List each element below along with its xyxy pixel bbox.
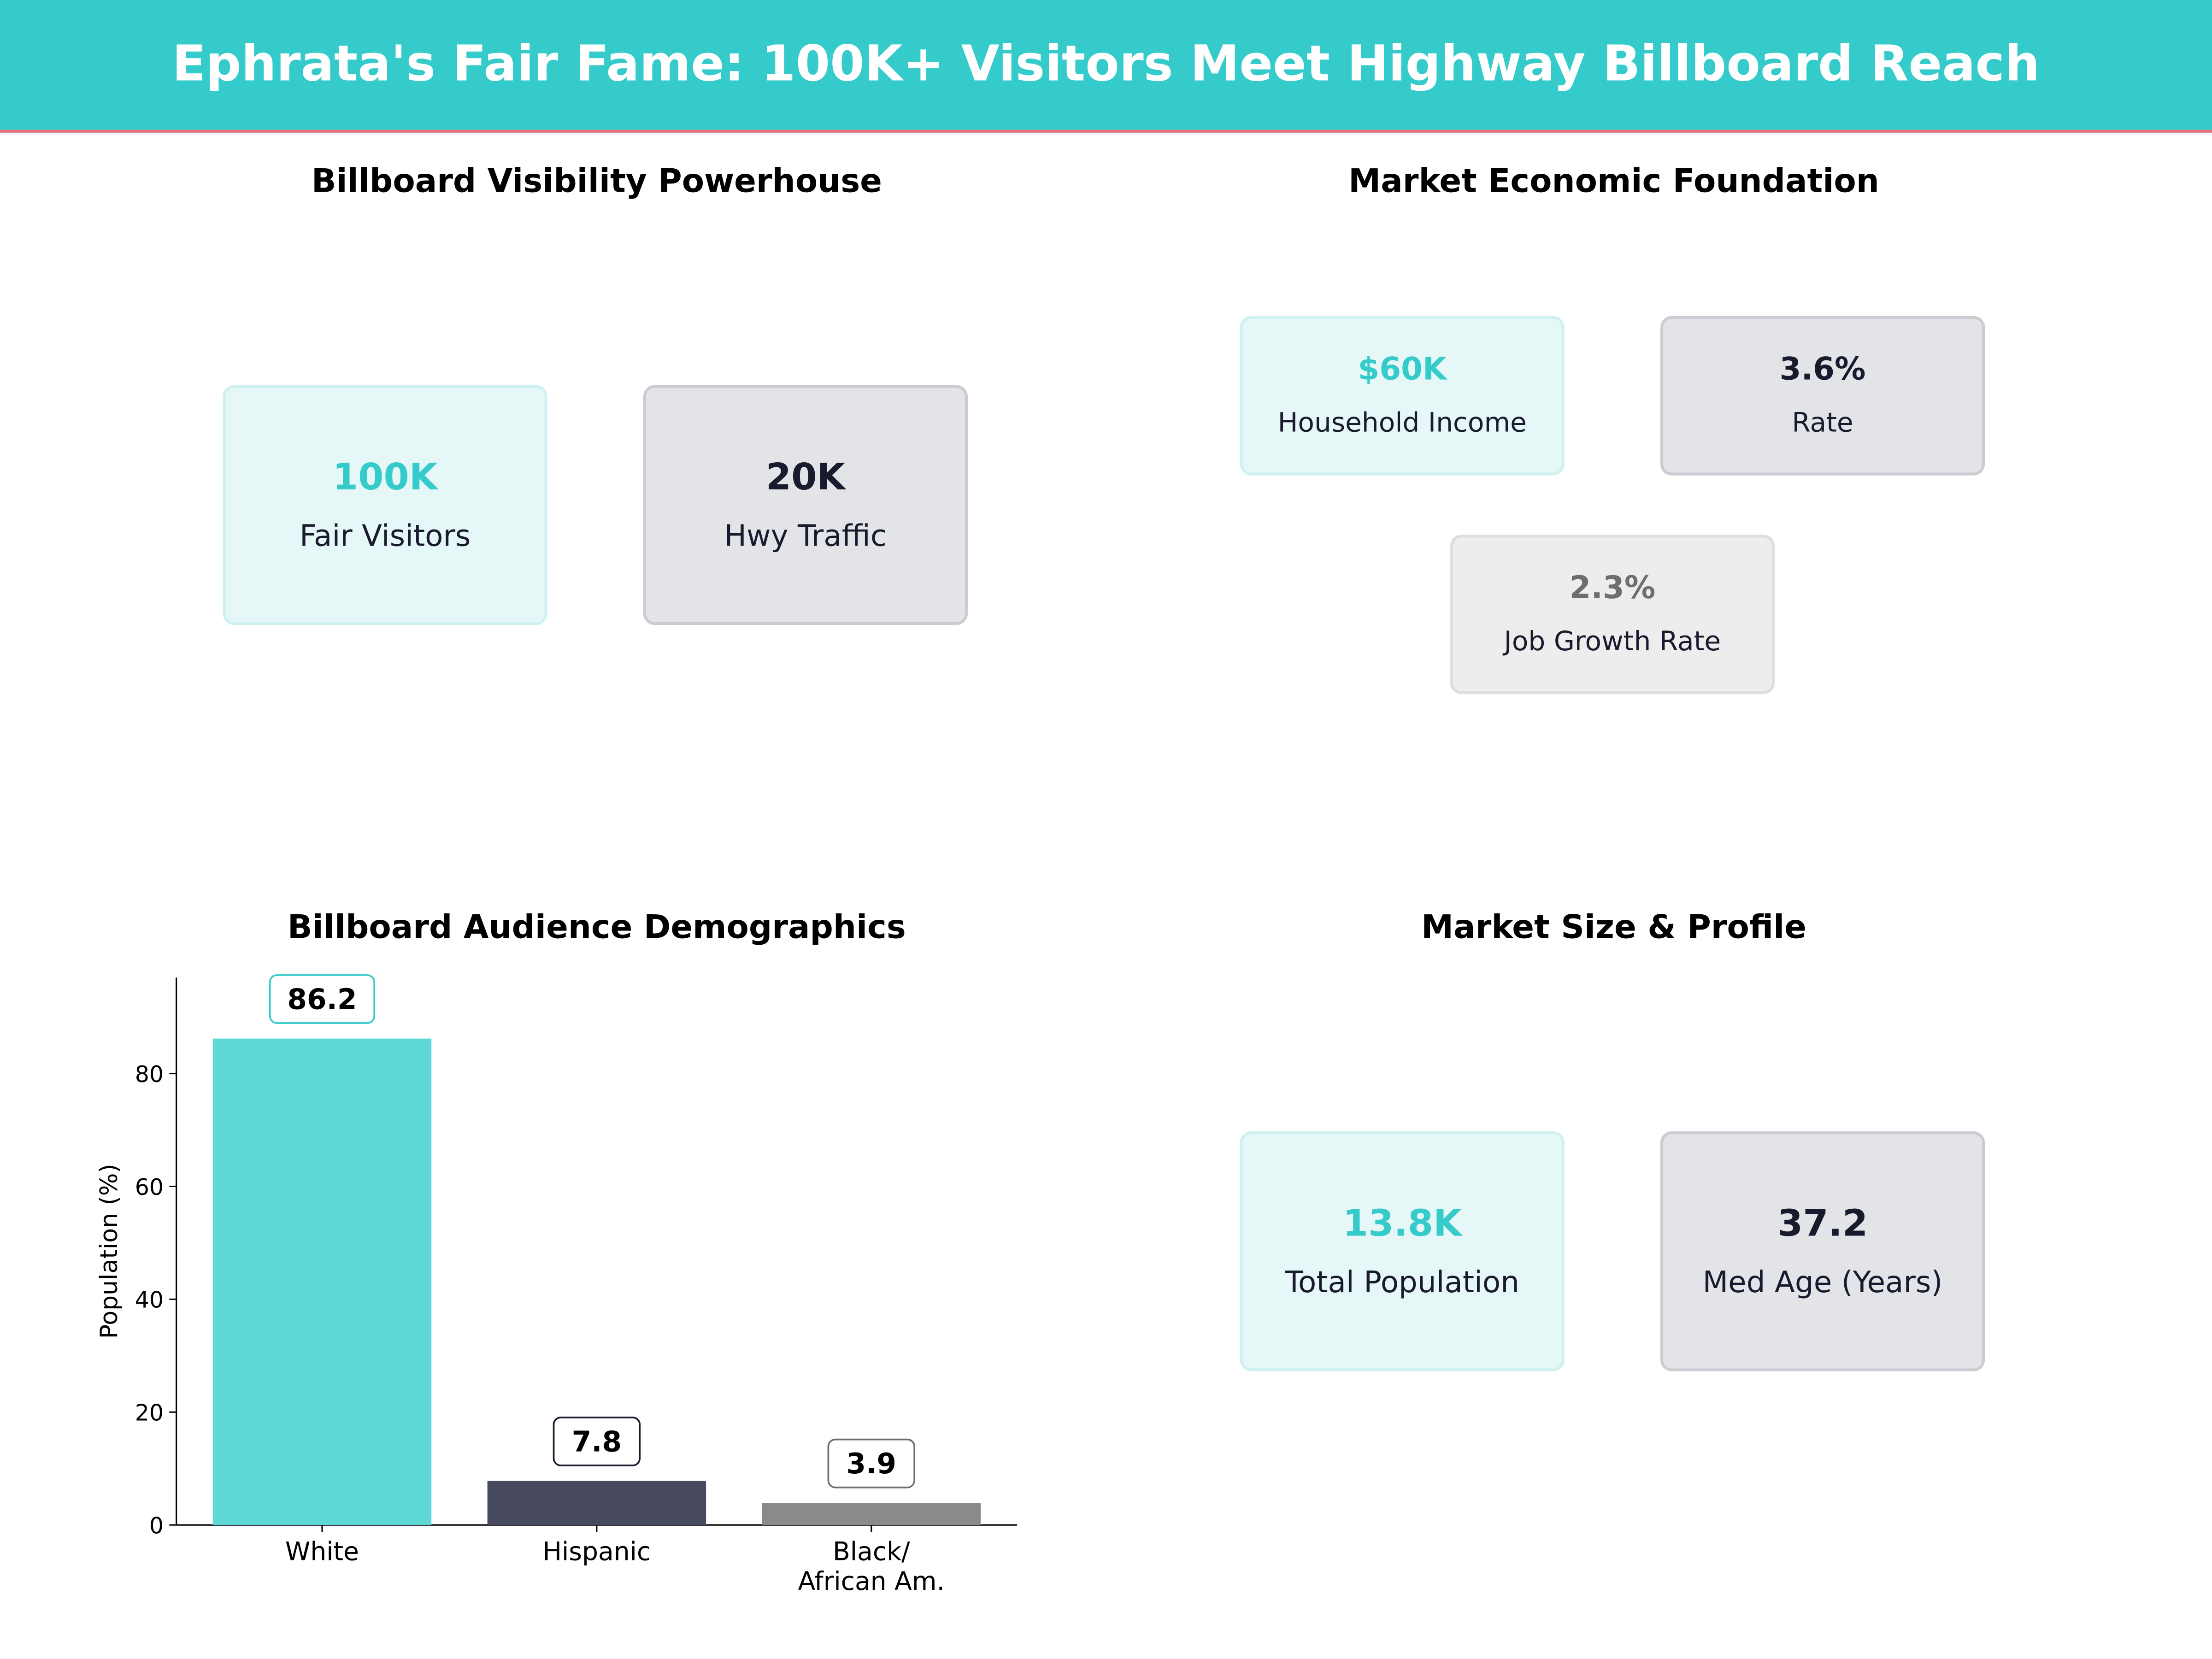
header-banner: Ephrata's Fair Fame: 100K+ Visitors Meet…: [0, 0, 2212, 133]
kpi-value: 3.6%: [1779, 353, 1866, 388]
kpi-label: Total Population: [1285, 1265, 1520, 1300]
bar-0: [212, 1038, 432, 1525]
data-label-box: [553, 1417, 641, 1466]
kpi-hwy-traffic: 20K Hwy Traffic: [643, 385, 968, 625]
chart-title: Billboard Audience Demographics: [287, 910, 906, 947]
kpi-value: $60K: [1358, 353, 1447, 388]
x-tick-label: Hispanic: [543, 1537, 651, 1566]
kpi-value: 100K: [332, 457, 438, 500]
data-label: 86.2: [287, 983, 357, 1016]
economic-title: Market Economic Foundation: [1348, 164, 1879, 200]
kpi-job-growth: 2.3% Job Growth Rate: [1450, 535, 1775, 694]
kpi-value: 13.8K: [1342, 1203, 1462, 1246]
kpi-label: Fair Visitors: [299, 519, 471, 553]
kpi-value: 20K: [765, 457, 846, 500]
kpi-value: 37.2: [1777, 1203, 1868, 1246]
kpi-label: Household Income: [1277, 407, 1527, 439]
x-tick-label: African Am.: [798, 1566, 945, 1596]
bar-2: [762, 1503, 981, 1525]
bar-1: [487, 1481, 706, 1525]
kpi-median-age: 37.2 Med Age (Years): [1660, 1131, 1985, 1371]
kpi-label: Hwy Traffic: [724, 519, 887, 553]
kpi-label: Med Age (Years): [1702, 1265, 1943, 1300]
y-axis-label: Population (%): [95, 1164, 123, 1339]
data-label-box: [827, 1438, 916, 1488]
data-label-box: [269, 974, 376, 1024]
y-tick-label: 0: [149, 1513, 164, 1539]
demographics-bar-chart: 0 20 40 60 80 Population (%) White 86.2 Hispanic…: [95, 974, 1018, 1596]
visibility-title: Billboard Visibility Powerhouse: [311, 164, 882, 200]
data-label: 3.9: [847, 1447, 896, 1480]
y-tick-label: 40: [135, 1287, 164, 1313]
y-tick-label: 20: [135, 1400, 164, 1426]
kpi-rate: 3.6% Rate: [1660, 316, 1985, 476]
kpi-label: Rate: [1792, 407, 1853, 439]
x-tick-label: White: [285, 1537, 359, 1566]
kpi-label: Job Growth Rate: [1504, 626, 1721, 658]
kpi-fair-visitors: 100K Fair Visitors: [223, 385, 547, 625]
kpi-household-income: $60K Household Income: [1240, 316, 1565, 476]
page-title: Ephrata's Fair Fame: 100K+ Visitors Meet…: [172, 36, 2040, 94]
profile-title: Market Size & Profile: [1421, 910, 1806, 947]
kpi-value: 2.3%: [1569, 571, 1656, 607]
kpi-total-population: 13.8K Total Population: [1240, 1131, 1565, 1371]
y-tick-label: 60: [135, 1174, 164, 1200]
data-label: 7.8: [572, 1425, 622, 1458]
x-tick-label: Black/: [833, 1537, 910, 1566]
y-tick-label: 80: [135, 1061, 164, 1088]
